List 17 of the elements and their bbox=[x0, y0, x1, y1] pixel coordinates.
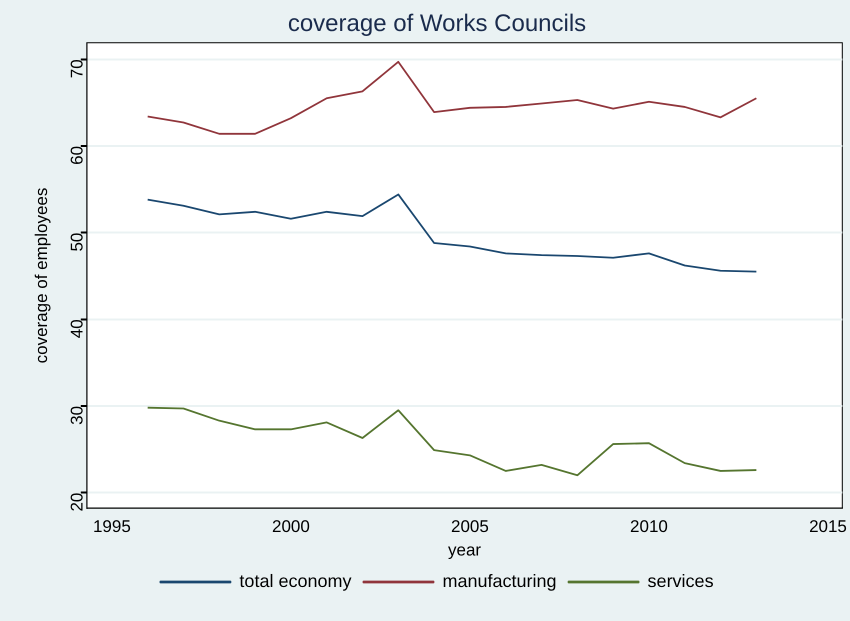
legend-label: total economy bbox=[239, 570, 352, 591]
x-tick-label: 2015 bbox=[809, 517, 847, 536]
legend-label: manufacturing bbox=[442, 570, 557, 591]
y-axis-title: coverage of employees bbox=[32, 188, 51, 364]
x-tick-label: 2010 bbox=[630, 517, 668, 536]
y-tick-label: 60 bbox=[67, 146, 86, 165]
legend-label: services bbox=[648, 570, 714, 591]
chart-title: coverage of Works Councils bbox=[288, 10, 586, 38]
x-axis-title: year bbox=[448, 540, 482, 560]
x-tick-label: 1995 bbox=[92, 517, 131, 536]
y-tick-label: 50 bbox=[67, 232, 86, 252]
y-tick-label: 70 bbox=[67, 59, 86, 78]
x-tick-label: 2005 bbox=[451, 517, 489, 536]
x-tick-label: 2000 bbox=[272, 517, 310, 536]
y-tick-label: 40 bbox=[67, 319, 86, 338]
y-tick-label: 30 bbox=[67, 406, 86, 425]
y-tick-label: 20 bbox=[67, 492, 86, 512]
